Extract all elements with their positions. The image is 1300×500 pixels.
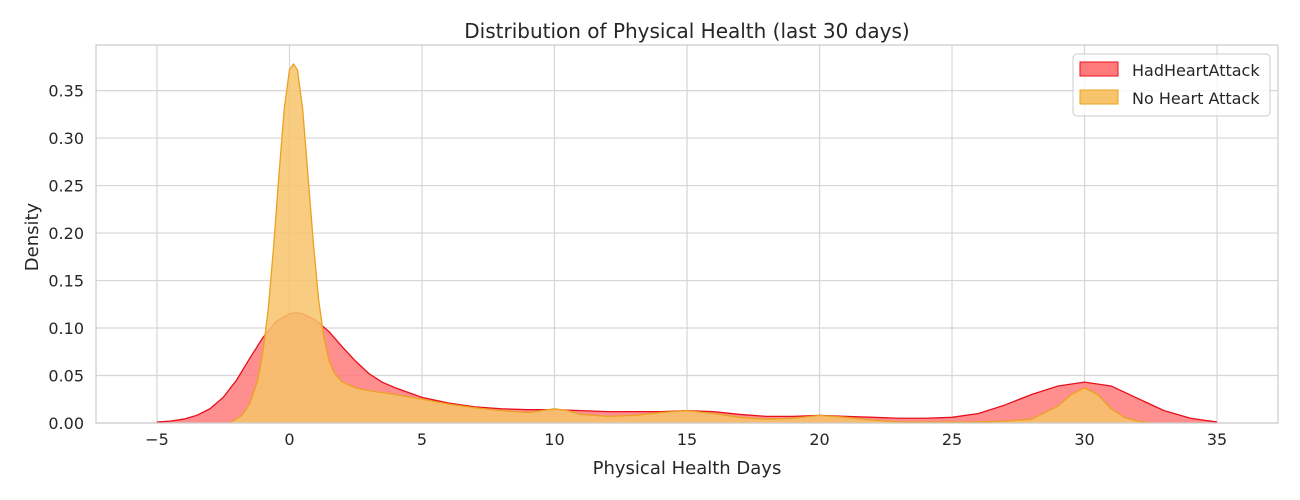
y-tick-label: 0.30	[48, 129, 84, 148]
density-area-no-heart-attack	[231, 63, 1151, 424]
legend: HadHeartAttack No Heart Attack	[1072, 53, 1271, 117]
x-tick-label: 5	[417, 430, 427, 449]
y-tick-label: 0.35	[48, 82, 84, 101]
y-axis-ticks: 0.00 0.05 0.10 0.15 0.20 0.25 0.30 0.35	[48, 82, 84, 433]
x-tick-label: 20	[809, 430, 829, 449]
legend-label-had-heart-attack: HadHeartAttack	[1132, 61, 1260, 80]
legend-box	[1072, 53, 1271, 117]
series-areas	[156, 63, 1218, 424]
y-tick-label: 0.20	[48, 224, 84, 243]
y-tick-label: 0.05	[48, 367, 84, 386]
y-tick-label: 0.00	[48, 414, 84, 433]
chart-title: Distribution of Physical Health (last 30…	[464, 19, 909, 43]
x-tick-label: 0	[284, 430, 294, 449]
x-tick-label: −5	[145, 430, 169, 449]
y-tick-label: 0.15	[48, 272, 84, 291]
x-tick-label: 30	[1074, 430, 1094, 449]
x-axis-ticks: −5 0 5 10 15 20 25 30 35	[145, 430, 1227, 449]
plot-frame	[95, 44, 1279, 424]
x-tick-label: 25	[942, 430, 962, 449]
x-tick-label: 15	[677, 430, 697, 449]
legend-label-no-heart-attack: No Heart Attack	[1132, 89, 1260, 108]
x-tick-label: 35	[1207, 430, 1227, 449]
y-tick-label: 0.25	[48, 177, 84, 196]
x-axis-title: Physical Health Days	[593, 458, 782, 479]
x-tick-label: 10	[544, 430, 564, 449]
y-tick-label: 0.10	[48, 319, 84, 338]
y-axis-title: Density	[22, 202, 43, 271]
density-line-no-heart-attack	[230, 63, 1151, 424]
legend-swatch-no-heart-attack	[1079, 89, 1119, 105]
legend-swatch-had-heart-attack	[1079, 61, 1119, 77]
